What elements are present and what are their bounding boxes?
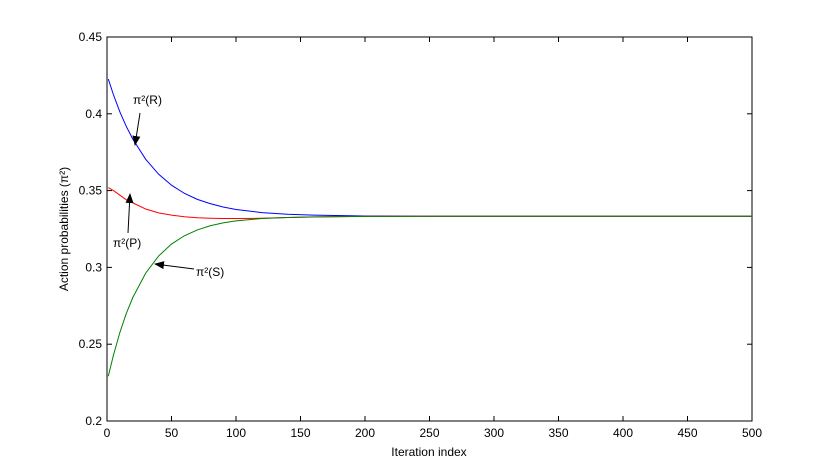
x-tick-label: 200 [355,426,375,440]
x-tick-label: 350 [548,426,568,440]
y-tick-label: 0.25 [79,337,103,351]
y-tick-label: 0.35 [79,184,103,198]
y-tick-label: 0.2 [85,414,102,428]
x-axis-label: Iteration index [391,445,466,459]
x-tick-label: 250 [419,426,439,440]
annotation: π²(R) [133,93,162,107]
annotation-arrow [154,261,195,270]
annotation: π²(P) [113,236,141,250]
x-tick-label: 0 [104,426,111,440]
y-tick-label: 0.4 [85,107,102,121]
x-tick-label: 300 [484,426,504,440]
x-tick-label: 400 [613,426,633,440]
annotation-arrow [132,112,141,146]
x-tick-label: 500 [742,426,762,440]
x-tick-label: 150 [290,426,310,440]
x-tick-label: 50 [165,426,179,440]
y-tick-label: 0.3 [85,260,102,274]
x-tick-label: 450 [677,426,697,440]
y-axis-label: Action probabilities (π²) [57,167,71,291]
y-tick-label: 0.45 [79,30,103,44]
plot-area [106,36,753,422]
series-line [107,215,752,377]
x-tick-label: 100 [226,426,246,440]
annotation-arrow [125,193,134,234]
annotation: π²(S) [196,265,224,279]
